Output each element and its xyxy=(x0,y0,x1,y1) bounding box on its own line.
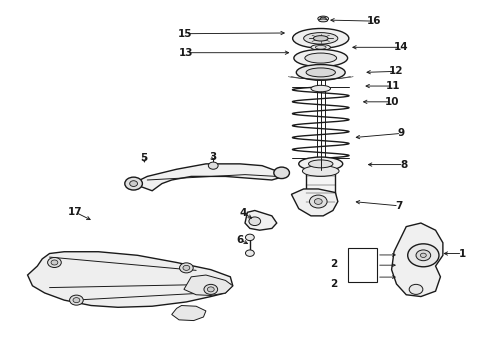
Circle shape xyxy=(125,177,143,190)
Circle shape xyxy=(130,181,138,186)
Circle shape xyxy=(208,162,218,169)
Text: 15: 15 xyxy=(178,29,193,39)
Circle shape xyxy=(245,250,254,256)
Circle shape xyxy=(409,284,423,294)
Circle shape xyxy=(179,263,193,273)
Circle shape xyxy=(310,195,327,208)
Ellipse shape xyxy=(314,36,328,41)
Circle shape xyxy=(73,298,80,303)
Text: 16: 16 xyxy=(367,16,382,26)
Text: 11: 11 xyxy=(386,81,400,91)
Circle shape xyxy=(249,217,261,226)
Ellipse shape xyxy=(294,49,347,67)
Text: 3: 3 xyxy=(210,152,217,162)
Bar xyxy=(306,173,335,205)
Circle shape xyxy=(183,265,190,270)
Text: 8: 8 xyxy=(400,159,407,170)
Circle shape xyxy=(274,167,290,179)
Polygon shape xyxy=(245,211,277,230)
Circle shape xyxy=(416,250,431,261)
Circle shape xyxy=(245,234,254,240)
Ellipse shape xyxy=(293,28,349,48)
Text: 2: 2 xyxy=(330,259,338,269)
Ellipse shape xyxy=(311,85,331,92)
Ellipse shape xyxy=(302,166,339,176)
Polygon shape xyxy=(392,223,443,297)
Polygon shape xyxy=(172,306,206,320)
Ellipse shape xyxy=(305,53,337,63)
Circle shape xyxy=(315,199,322,204)
Text: 9: 9 xyxy=(398,129,405,138)
Polygon shape xyxy=(184,275,233,296)
Ellipse shape xyxy=(319,19,328,22)
Ellipse shape xyxy=(296,64,345,80)
Text: 10: 10 xyxy=(384,97,399,107)
Ellipse shape xyxy=(311,44,331,50)
Ellipse shape xyxy=(299,157,343,171)
Text: 5: 5 xyxy=(140,153,147,163)
Circle shape xyxy=(420,253,426,257)
Text: 7: 7 xyxy=(395,201,403,211)
Text: 14: 14 xyxy=(394,42,409,52)
Ellipse shape xyxy=(318,16,329,21)
Circle shape xyxy=(207,287,214,292)
Circle shape xyxy=(408,244,439,267)
Text: 4: 4 xyxy=(240,208,247,218)
Circle shape xyxy=(48,257,61,267)
Ellipse shape xyxy=(309,160,333,168)
Polygon shape xyxy=(292,189,338,216)
Polygon shape xyxy=(27,252,233,307)
Ellipse shape xyxy=(320,17,326,20)
Circle shape xyxy=(70,295,83,305)
Circle shape xyxy=(204,284,218,294)
Ellipse shape xyxy=(304,33,338,44)
Ellipse shape xyxy=(316,45,326,49)
Text: 1: 1 xyxy=(459,248,466,258)
Text: 13: 13 xyxy=(179,48,194,58)
Circle shape xyxy=(51,260,58,265)
Text: 6: 6 xyxy=(237,235,244,245)
Bar xyxy=(347,248,377,282)
Text: 2: 2 xyxy=(330,279,338,289)
Polygon shape xyxy=(133,164,284,191)
Text: 12: 12 xyxy=(389,66,404,76)
Text: 17: 17 xyxy=(68,207,83,217)
Ellipse shape xyxy=(306,68,335,77)
